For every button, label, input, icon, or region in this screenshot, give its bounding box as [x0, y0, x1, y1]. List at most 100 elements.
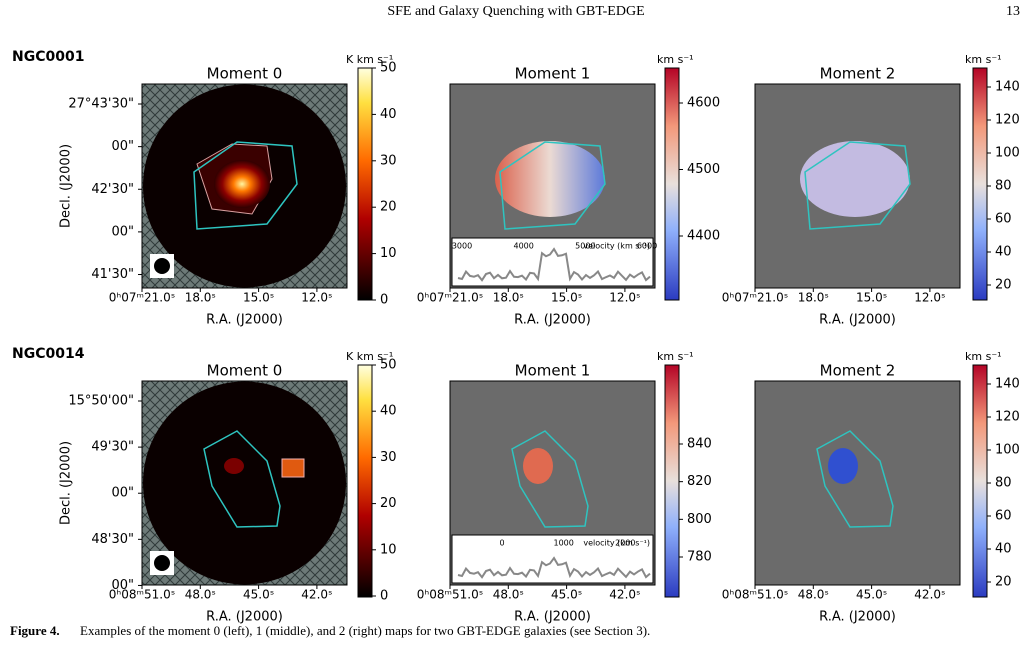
- colorbar-tick-label: 40: [995, 245, 1012, 260]
- colorbar-tick-label: 4600: [687, 96, 720, 111]
- colorbar-unit: K km s⁻¹: [346, 350, 393, 363]
- inset-tick-label: 2000: [615, 539, 635, 548]
- ra-tick-label: 45.0ˢ: [243, 588, 274, 602]
- map-disk: [143, 381, 346, 585]
- panel-title: Moment 1: [515, 362, 591, 380]
- aperture: [499, 141, 606, 230]
- ra-tick-label: 18.0ˢ: [798, 291, 829, 305]
- map-frame: [141, 83, 348, 289]
- map-frame: [141, 380, 348, 586]
- aperture: [511, 430, 589, 528]
- ra-tick-label: 45.0ˢ: [551, 588, 582, 602]
- colorbar-tick-label: 40: [380, 404, 397, 419]
- colorbar-tick-label: 120: [995, 113, 1020, 128]
- inset-tick-label: 5000: [575, 242, 595, 251]
- aperture: [203, 430, 281, 528]
- panel-title: Moment 2: [820, 65, 896, 83]
- colorbar: [664, 67, 680, 301]
- ra-tick-label: 0ʰ07ᵐ21.0ˢ: [722, 291, 788, 305]
- ra-tick-label: 12.0ˢ: [914, 291, 945, 305]
- velocity-field: [828, 448, 858, 484]
- ra-tick-label: 15.0ˢ: [243, 291, 274, 305]
- running-head: SFE and Galaxy Quenching with GBT-EDGE: [387, 4, 644, 19]
- colorbar: [972, 364, 988, 598]
- colorbar-tick-label: 820: [687, 474, 712, 489]
- caption-text: Examples of the moment 0 (left), 1 (midd…: [80, 623, 650, 638]
- colorbar-tick-label: 60: [995, 212, 1012, 227]
- colorbar-tick-label: 30: [380, 153, 397, 168]
- colorbar: [357, 364, 373, 598]
- spectrum: [457, 247, 651, 282]
- colorbar-unit: K km s⁻¹: [346, 53, 393, 66]
- colorbar-tick-label: 10: [380, 246, 397, 261]
- colorbar-tick-label: 120: [995, 410, 1020, 425]
- colorbar-unit: km s⁻¹: [965, 53, 1002, 66]
- ra-tick-label: 0ʰ08ᵐ51.0ˢ: [417, 588, 483, 602]
- ra-tick-label: 15.0ˢ: [551, 291, 582, 305]
- aperture: [804, 141, 911, 230]
- ra-tick-label: 45.0ˢ: [856, 588, 887, 602]
- colorbar-tick-label: 50: [380, 358, 397, 373]
- colorbar-tick-label: 80: [995, 476, 1012, 491]
- beam: [154, 555, 170, 571]
- spectrum: [457, 556, 651, 579]
- colorbar-tick-label: 60: [995, 509, 1012, 524]
- ra-tick-label: 18.0ˢ: [493, 291, 524, 305]
- inset-tick-label: 4000: [513, 242, 533, 251]
- inset-tick-label: 0: [499, 539, 504, 548]
- inset-label: velocity (km s⁻¹): [583, 539, 650, 548]
- dec-tick-label: 41'30": [91, 267, 134, 282]
- colorbar-tick-label: 50: [380, 61, 397, 76]
- inset-label: velocity (km s⁻¹): [583, 242, 650, 251]
- ra-tick-label: 0ʰ07ᵐ21.0ˢ: [109, 291, 175, 305]
- ra-tick-label: 18.0ˢ: [185, 291, 216, 305]
- axis-label: R.A. (J2000): [514, 610, 591, 625]
- axis-label: R.A. (J2000): [206, 313, 283, 328]
- map-background: [755, 381, 960, 585]
- colorbar-tick-label: 80: [995, 179, 1012, 194]
- ra-tick-label: 0ʰ08ᵐ51.0ˢ: [109, 588, 175, 602]
- axis-label: R.A. (J2000): [819, 610, 896, 625]
- colorbar-tick-label: 0: [380, 589, 388, 604]
- dec-tick-label: 00": [111, 578, 134, 593]
- colorbar-tick-label: 4500: [687, 162, 720, 177]
- colorbar-tick-label: 20: [995, 575, 1012, 590]
- beam: [154, 258, 170, 274]
- page-number: 13: [1006, 4, 1020, 19]
- colorbar-tick-label: 140: [995, 377, 1020, 392]
- colorbar-tick-label: 140: [995, 80, 1020, 95]
- ra-tick-label: 0ʰ07ᵐ21.0ˢ: [417, 291, 483, 305]
- ra-tick-label: 12.0ˢ: [301, 291, 332, 305]
- panel-title: Moment 1: [515, 65, 591, 83]
- velocity-field: [523, 448, 553, 484]
- emission: [281, 458, 305, 478]
- map-frame: [754, 83, 961, 289]
- ra-tick-label: 42.0ˢ: [609, 588, 640, 602]
- panel-title: Moment 0: [207, 65, 283, 83]
- colorbar-unit: km s⁻¹: [657, 53, 694, 66]
- colorbar-tick-label: 100: [995, 443, 1020, 458]
- colorbar-tick-label: 10: [380, 542, 397, 557]
- dec-tick-label: 27°43'30": [68, 97, 134, 112]
- map-frame: [754, 380, 961, 586]
- velocity-field: [800, 141, 910, 217]
- dec-tick-label: 49'30": [91, 440, 134, 455]
- caption-label: Figure 4.: [10, 623, 60, 638]
- colorbar-tick-label: 20: [380, 200, 397, 215]
- dec-tick-label: 15°50'00": [68, 394, 134, 409]
- ra-tick-label: 48.0ˢ: [185, 588, 216, 602]
- ra-tick-label: 0ʰ08ᵐ51.0ˢ: [722, 588, 788, 602]
- panel-title: Moment 2: [820, 362, 896, 380]
- axis-label: Decl. (J2000): [59, 144, 74, 228]
- colorbar-tick-label: 0: [380, 293, 388, 308]
- colorbar-unit: km s⁻¹: [965, 350, 1002, 363]
- colorbar-unit: km s⁻¹: [657, 350, 694, 363]
- colorbar-tick-label: 840: [687, 437, 712, 452]
- dec-tick-label: 42'30": [91, 182, 134, 197]
- ra-tick-label: 48.0ˢ: [798, 588, 829, 602]
- velocity-field: [495, 141, 605, 217]
- map-frame: [449, 380, 656, 586]
- emission: [224, 458, 244, 474]
- map-frame: [449, 83, 656, 289]
